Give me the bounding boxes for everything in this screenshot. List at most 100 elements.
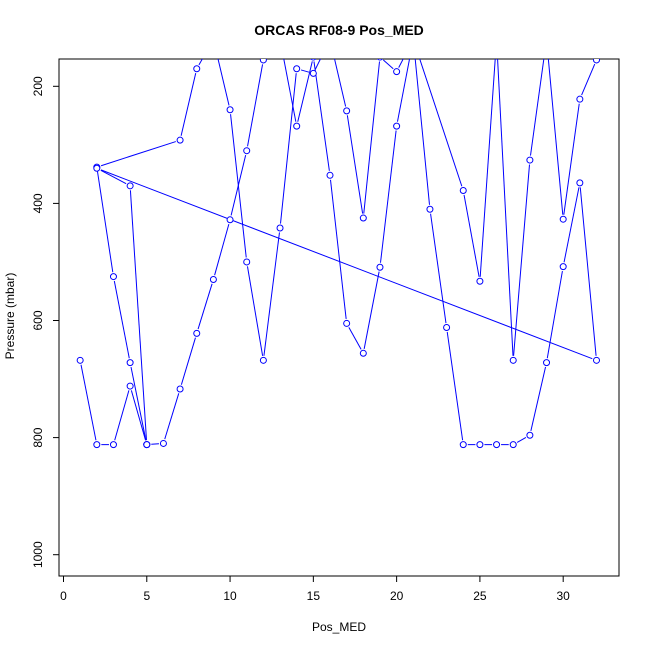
x-tick-label: 10: [223, 589, 237, 603]
data-point: [243, 258, 251, 266]
data-point: [443, 324, 451, 332]
series-line-segment: [130, 366, 147, 441]
data-point: [243, 147, 251, 155]
data-point: [326, 171, 334, 179]
data-point: [310, 59, 317, 61]
data-point: [293, 122, 301, 130]
data-point: [109, 441, 117, 449]
x-tick-label: 0: [60, 589, 67, 603]
data-point: [209, 276, 217, 284]
data-point: [476, 441, 484, 449]
data-point: [293, 65, 301, 73]
data-point: [493, 441, 501, 449]
data-point: [576, 95, 584, 103]
series-line-segment: [513, 164, 531, 356]
data-point: [526, 431, 534, 439]
data-point: [576, 179, 584, 187]
series-line-segment: [297, 61, 313, 122]
series-line-segment: [563, 187, 580, 263]
y-axis-label: Pressure (mbar): [3, 273, 17, 360]
data-point: [343, 107, 351, 115]
data-point: [459, 187, 467, 195]
series-line-segment: [230, 154, 247, 216]
data-point: [210, 36, 216, 42]
data-point: [126, 182, 134, 190]
series-line-segment: [463, 194, 480, 277]
series-line-segment: [563, 103, 580, 215]
data-point: [76, 356, 84, 364]
data-point: [393, 122, 401, 130]
data-point: [259, 356, 267, 364]
data-point: [259, 59, 267, 64]
series-line-segment: [313, 61, 330, 171]
x-tick-label: 15: [307, 589, 321, 603]
series-line-segment: [579, 187, 597, 356]
data-point: [544, 36, 550, 42]
series-line-segment: [100, 141, 176, 167]
series-line-segment: [129, 190, 147, 441]
series-line-segment: [100, 169, 593, 360]
y-axis: 200 400 600 800 1000: [31, 76, 59, 568]
x-tick-label: 25: [473, 589, 487, 603]
data-point: [593, 59, 600, 64]
y-tick-label: 600: [31, 310, 45, 330]
series-line-segment: [530, 366, 547, 431]
series-layer: [76, 36, 600, 449]
data-point: [176, 385, 184, 393]
x-axis: 0 5 10 15 20 25 30: [60, 576, 570, 603]
series-line-segment: [263, 232, 280, 356]
series-line-segment: [383, 59, 394, 70]
series-line-segment: [479, 59, 496, 277]
data-point: [193, 65, 201, 73]
data-point: [393, 68, 401, 76]
series-line-segment: [430, 213, 447, 324]
series-line-segment: [379, 130, 397, 263]
series-line-segment: [547, 59, 564, 215]
series-line-segment: [164, 393, 180, 440]
data-point: [109, 273, 117, 281]
data-point: [543, 359, 551, 367]
x-tick-label: 20: [390, 589, 404, 603]
series-line-segment: [247, 64, 264, 147]
data-point: [193, 329, 201, 337]
data-point: [426, 205, 434, 213]
series-line-segment: [280, 73, 297, 224]
series-line-segment: [197, 283, 213, 330]
data-point: [143, 441, 151, 449]
data-point: [459, 441, 467, 449]
y-tick-label: 1000: [31, 541, 45, 568]
series-line-segment: [180, 337, 196, 385]
series-line-segment: [346, 115, 364, 214]
series-line-segment: [114, 390, 130, 441]
data-point: [494, 36, 500, 42]
data-point: [276, 224, 284, 232]
x-tick-label: 30: [557, 589, 571, 603]
series-line-segment: [497, 59, 514, 356]
series-line-segment: [516, 437, 527, 443]
data-point: [509, 356, 517, 364]
data-point: [526, 156, 534, 164]
series-line-segment: [348, 327, 362, 350]
data-point: [593, 356, 600, 364]
data-point: [359, 349, 367, 357]
data-point: [377, 59, 383, 61]
plot-frame: [58, 58, 620, 577]
series-line-segment: [314, 59, 321, 70]
data-point: [509, 441, 517, 449]
series-line-segment: [96, 171, 114, 273]
series-line-segment: [446, 331, 464, 441]
data-point: [176, 136, 184, 144]
x-axis-label: Pos_MED: [312, 620, 366, 634]
series-line-segment: [330, 179, 347, 320]
data-point: [226, 216, 234, 224]
data-point: [476, 277, 484, 285]
series-line-segment: [300, 69, 310, 73]
series-line-segment: [363, 61, 381, 214]
series-line-segment: [398, 59, 404, 68]
data-point: [343, 319, 351, 327]
series-line-segment: [151, 443, 159, 445]
y-tick-label: 800: [31, 427, 45, 447]
data-point: [359, 214, 367, 222]
series-line-segment: [283, 59, 297, 122]
y-tick-label: 400: [31, 193, 45, 213]
